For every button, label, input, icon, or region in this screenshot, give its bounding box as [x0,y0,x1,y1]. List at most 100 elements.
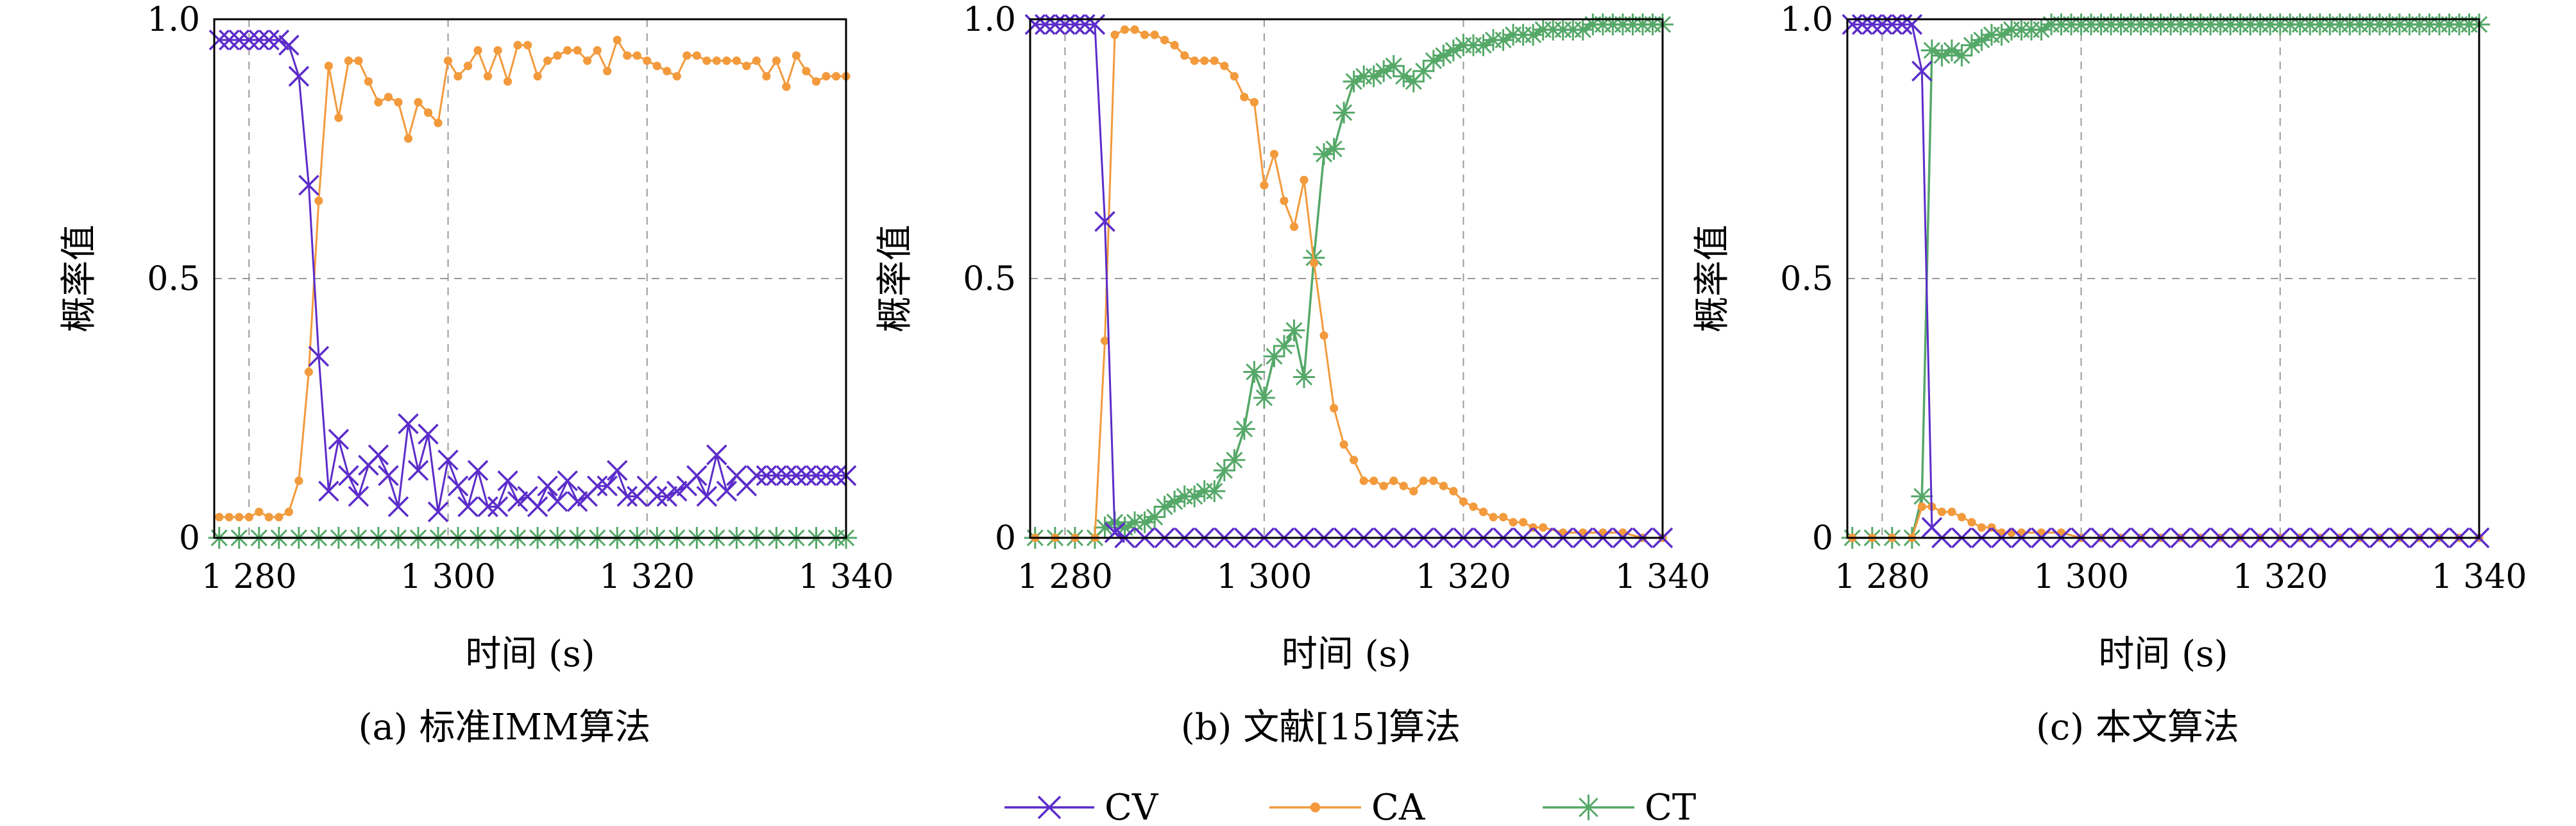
data-point-cv [1104,522,1126,544]
panel-caption: (b) 文献[15]算法 [1181,707,1461,748]
data-point-ca [762,72,771,81]
data-point-ca [1280,196,1289,205]
panel-caption: (c) 本文算法 [2036,707,2239,748]
data-point-ca [463,62,473,71]
data-point-ca [244,513,253,522]
data-point-cv [1842,13,1863,35]
x-tick-label: 1 320 [1416,558,1511,596]
x-tick-label: 1 280 [201,558,297,596]
data-point-cv [398,413,419,435]
data-point-cv [706,444,727,465]
data-point-cv [239,30,260,51]
data-point-ct [1153,495,1176,518]
data-point-cv [1055,13,1076,35]
data-point-cv [457,496,479,517]
data-point-ca [1339,440,1348,449]
data-point-cv [378,465,399,486]
data-point-ca [1260,180,1269,190]
data-point-cv [477,496,498,517]
data-point-ct [1223,449,1246,471]
data-point-ca [255,508,264,517]
data-point-ca [543,56,552,65]
legend-label: CA [1371,787,1425,826]
data-point-ct [1283,319,1305,341]
data-point-cv [1084,13,1106,35]
data-point-ca [652,62,661,71]
x-tick-label: 1 340 [799,558,894,596]
y-tick-label: 0.5 [963,260,1016,298]
data-point-ca [603,67,612,76]
data-point-cv [348,486,369,507]
data-point-ca [533,72,542,81]
x-tick-label: 1 280 [1017,558,1113,596]
data-point-ca [314,196,323,205]
x-marker-icon [1037,795,1062,820]
data-point-ca [423,108,433,117]
plot-frame [213,18,847,539]
data-point-ca [1289,222,1299,231]
data-point-ca [513,40,522,49]
data-point-ca [473,46,482,55]
series-line-cv [1852,23,2479,539]
data-point-ca [553,51,562,60]
data-point-ca [1917,502,1926,512]
legend-item-ct: CT [1543,787,1696,826]
data-point-ca [1160,35,1169,44]
data-point-cv [1064,13,1086,35]
data-point-ct [1492,29,1514,51]
data-point-cv [288,65,310,87]
data-point-cv [1911,60,1933,82]
data-point-ca [563,46,572,55]
x-tick-label: 1 340 [1615,558,1711,596]
x-axis-label: 时间 (s) [465,633,595,675]
y-axis-label: 概率值 [1691,225,1733,332]
data-point-cv [308,345,330,367]
data-point-cv [1881,13,1903,35]
data-point-ca [1439,481,1448,490]
y-axis-label: 概率值 [58,225,100,332]
data-point-cv [716,481,738,502]
x-tick-label: 1 300 [400,558,496,596]
data-point-ca [1359,476,1368,485]
data-point-ca [831,72,841,81]
data-point-ca [1379,481,1388,490]
y-tick-label: 0.5 [147,260,200,298]
chart-panel-c: 0 0.5 1.0 1 280 1 300 1 320 1 340 时间 (s) 概率值 (c) … [1691,1,2527,748]
y-tick-label: 0 [1812,519,1833,558]
data-point-ca [1100,336,1110,345]
data-point-ca [1250,98,1258,107]
data-point-ca [732,56,741,65]
data-point-cv [1094,211,1115,232]
data-point-ca [1469,502,1478,512]
data-point-cv [219,30,240,51]
data-point-cv [537,475,558,497]
data-point-ca [752,56,761,65]
data-point-cv [497,470,518,492]
data-point-cv [1901,13,1923,35]
legend-item-cv: CV [1004,787,1159,826]
data-point-ca [403,134,413,143]
data-point-cv [387,496,409,517]
data-point-ca [523,40,532,49]
data-point-cv [248,30,270,51]
data-point-ct [1402,70,1425,92]
data-point-ca [1429,476,1438,485]
data-point-ca [632,51,641,60]
plot-frame [1846,18,2480,539]
data-point-ca [1200,56,1209,65]
data-point-cv [606,460,628,481]
data-point-cv [1044,13,1066,35]
data-point-ct [1253,386,1275,409]
data-point-ca [1399,481,1408,490]
data-point-ca [663,67,672,76]
data-point-ca [1210,56,1219,65]
data-point-ca [1230,72,1239,81]
data-point-cv [258,30,280,51]
data-point-cv [1872,13,1893,35]
data-point-ca [225,513,233,522]
data-point-ca [742,62,751,71]
series-line-cv [219,39,846,513]
data-point-cv [407,460,429,481]
data-point-ca [1539,523,1548,532]
data-point-cv [418,424,439,445]
